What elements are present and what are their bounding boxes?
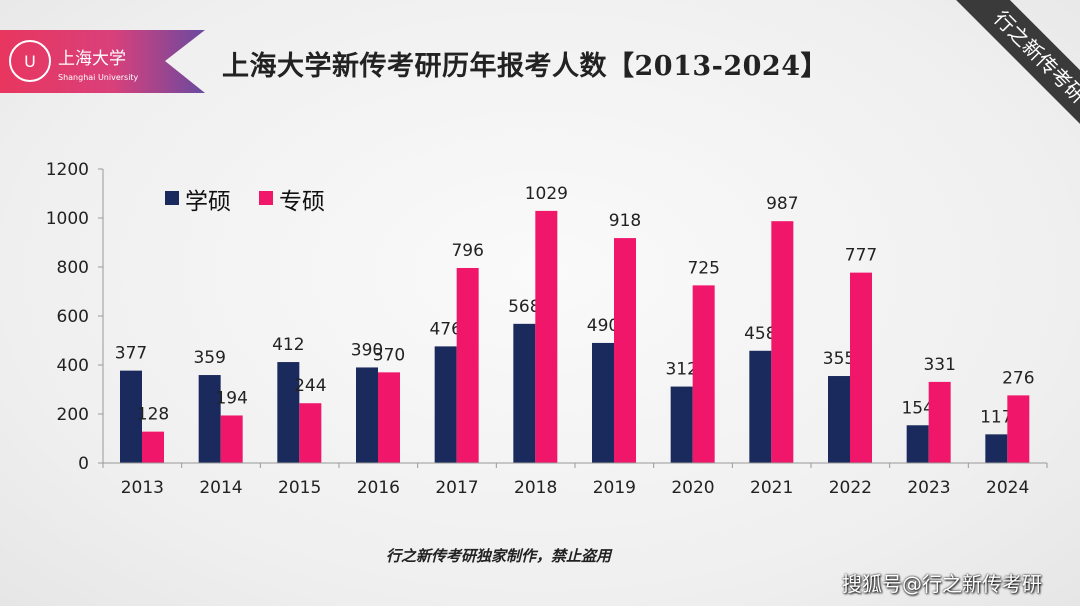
x-tick-label: 2021: [750, 478, 793, 498]
data-label: 390: [351, 340, 383, 360]
bar-xueshuo-2017: [434, 346, 457, 463]
data-label: 1029: [525, 184, 568, 204]
data-label: 777: [845, 246, 877, 266]
bar-zhuanshuo-2022: [850, 272, 872, 463]
x-tick-label: 2013: [121, 478, 164, 498]
x-tick-label: 2016: [357, 478, 400, 498]
x-tick-label: 2024: [986, 478, 1029, 498]
bar-xueshuo-2024: [985, 434, 1008, 463]
y-axis: 0 200 400 600 800 1000 1200: [46, 160, 104, 474]
y-tick-label: 1200: [46, 160, 89, 180]
bar-zhuanshuo-2020: [692, 285, 715, 463]
bar-zhuanshuo-2013: [142, 431, 164, 463]
data-label: 276: [1002, 368, 1034, 388]
data-label: 377: [115, 344, 147, 364]
x-tick-label: 2018: [514, 478, 557, 498]
x-tick-label: 2014: [199, 478, 242, 498]
x-tick-label: 2023: [907, 478, 950, 498]
bar-xueshuo-2014: [198, 375, 221, 463]
bar-xueshuo-2022: [828, 376, 850, 463]
legend: 学硕 专硕: [165, 189, 325, 215]
data-label: 312: [665, 360, 697, 380]
x-axis: 2013 2014 2015 2016 2017 2018 2019 2020 2021 2022…: [102, 462, 1048, 498]
data-label: 194: [215, 388, 247, 408]
y-tick-label: 400: [57, 356, 89, 376]
legend-label-zhuanshuo: 专硕: [279, 189, 325, 215]
data-label: 355: [823, 349, 855, 369]
bar-zhuanshuo-2021: [771, 221, 794, 463]
data-label: 370: [373, 345, 405, 365]
x-tick-label: 2022: [829, 478, 872, 498]
data-label: 490: [587, 316, 619, 336]
bar-xueshuo-2023: [906, 425, 929, 463]
data-label: 458: [744, 324, 776, 344]
bar-xueshuo-2013: [120, 370, 142, 463]
bar-zhuanshuo-2015: [299, 403, 322, 463]
bar-xueshuo-2020: [670, 386, 693, 463]
bar-xueshuo-2021: [749, 350, 772, 463]
x-tick-label: 2017: [435, 478, 478, 498]
data-label: 476: [429, 319, 461, 339]
bar-xueshuo-2015: [277, 362, 300, 463]
x-tick-label: 2015: [278, 478, 321, 498]
data-label: 987: [766, 194, 798, 214]
bar-zhuanshuo-2017: [456, 267, 479, 463]
x-tick-label: 2020: [671, 478, 714, 498]
bar-zhuanshuo-2018: [535, 210, 558, 463]
sohu-watermark: 搜狐号@行之新传考研: [842, 572, 1042, 596]
legend-swatch-zhuanshuo: [259, 191, 273, 205]
bar-zhuanshuo-2023: [928, 381, 951, 463]
data-label: 568: [508, 297, 540, 317]
svg-text:U: U: [24, 52, 36, 71]
data-label: 918: [609, 211, 641, 231]
data-label: 331: [923, 355, 955, 375]
data-label: 796: [451, 241, 483, 261]
y-tick-label: 0: [78, 454, 89, 474]
logo-cn-text: 上海大学: [58, 49, 126, 69]
bar-zhuanshuo-2014: [220, 415, 243, 463]
data-label: 359: [193, 348, 225, 368]
data-label: 154: [901, 398, 933, 418]
bar-zhuanshuo-2019: [614, 238, 636, 463]
data-label: 725: [687, 258, 719, 278]
y-tick-label: 200: [57, 405, 89, 425]
bar-zhuanshuo-2024: [1007, 395, 1030, 463]
logo-en-text: Shanghai University: [58, 73, 139, 82]
bar-xueshuo-2018: [513, 323, 536, 463]
y-tick-label: 600: [57, 307, 89, 327]
shanghai-university-logo-banner: U 上海大学 Shanghai University: [0, 30, 205, 93]
bar-zhuanshuo-2016: [378, 372, 400, 463]
data-label: 412: [272, 335, 304, 355]
bar-xueshuo-2019: [592, 342, 614, 463]
legend-label-xueshuo: 学硕: [185, 189, 231, 215]
y-tick-label: 1000: [46, 209, 89, 229]
bar-xueshuo-2016: [356, 367, 378, 463]
copyright-note: 行之新传考研独家制作，禁止盗用: [386, 547, 612, 565]
page-title: 上海大学新传考研历年报考人数【2013-2024】: [222, 51, 828, 82]
data-label: 244: [294, 376, 326, 396]
x-tick-label: 2019: [593, 478, 636, 498]
data-label: 128: [137, 405, 169, 425]
y-tick-label: 800: [57, 258, 89, 278]
legend-swatch-xueshuo: [165, 191, 179, 205]
data-label: 117: [980, 407, 1012, 427]
